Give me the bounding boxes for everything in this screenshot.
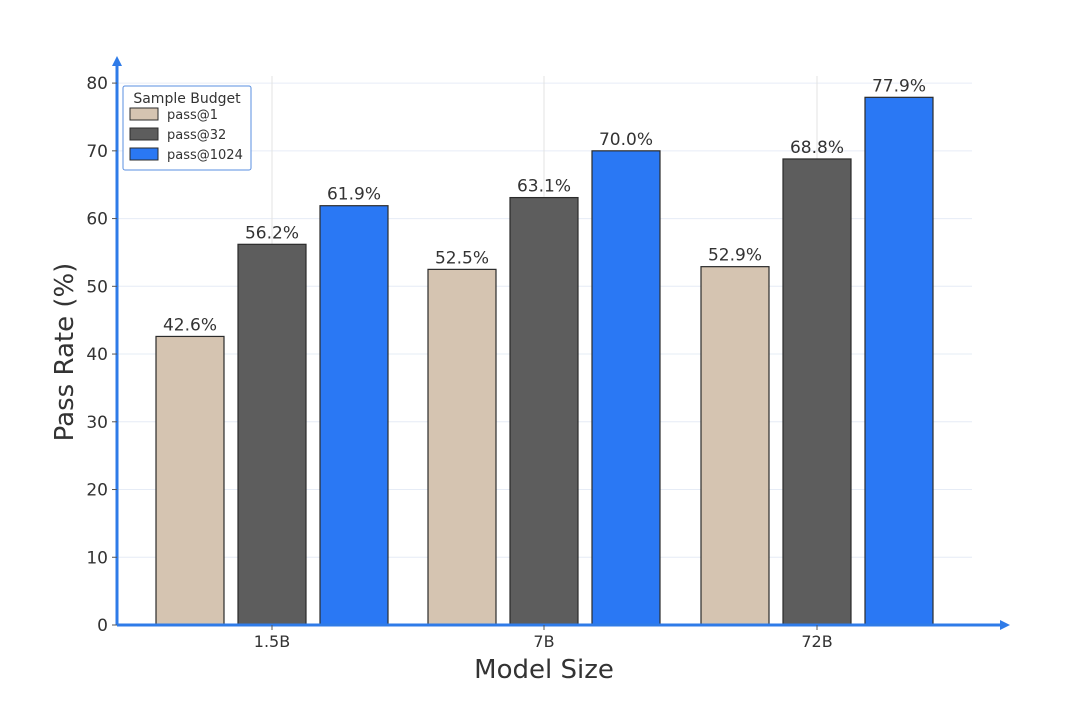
- x-tick-label: 1.5B: [254, 632, 290, 651]
- y-tick-label: 10: [86, 548, 108, 568]
- bar-value-label: 52.5%: [435, 248, 489, 268]
- y-tick-label: 60: [86, 210, 108, 230]
- bar-value-label: 42.6%: [163, 315, 217, 335]
- legend-swatch: [129, 147, 159, 161]
- bar-value-label: 77.9%: [872, 76, 926, 96]
- y-tick-label: 70: [86, 142, 108, 162]
- legend-swatch: [129, 107, 159, 121]
- x-axis-title: Model Size: [474, 655, 614, 685]
- bar-value-label: 63.1%: [517, 177, 571, 197]
- bar-pass-1-7b: [427, 268, 497, 626]
- bar-pass-1024-72b: [864, 96, 934, 626]
- bars: [155, 96, 934, 626]
- bar-value-label: 68.8%: [790, 138, 844, 158]
- y-tick-label: 40: [86, 345, 108, 365]
- y-axis-arrow: [112, 56, 122, 66]
- x-axis-arrow: [1000, 620, 1010, 630]
- y-tick-label: 50: [86, 277, 108, 297]
- bar-pass-32-72b: [782, 158, 852, 626]
- axes: 0 10 20 30 40 50 60 70 80 1.5B 7B 72B: [86, 56, 1010, 651]
- legend-label: pass@1: [167, 108, 218, 123]
- y-tick-label: 30: [86, 413, 108, 433]
- bar-pass-1-72b: [700, 266, 770, 626]
- y-tick-label: 20: [86, 481, 108, 501]
- bar-pass-1024-7b: [591, 150, 661, 626]
- bar-value-label: 56.2%: [245, 223, 299, 243]
- legend-label: pass@32: [167, 128, 226, 143]
- bar-pass-32-1-5b: [237, 243, 307, 626]
- bar-value-label: 61.9%: [327, 185, 381, 205]
- y-tick-label: 0: [97, 616, 108, 636]
- bar-value-label: 52.9%: [708, 246, 762, 266]
- legend: Sample Budget pass@1 pass@32 pass@1024: [122, 85, 252, 171]
- y-tick-label: 80: [86, 74, 108, 94]
- x-tick-label: 7B: [533, 632, 554, 651]
- bar-pass-32-7b: [509, 196, 579, 626]
- legend-swatch: [129, 127, 159, 141]
- bar-pass-1024-1-5b: [319, 205, 389, 626]
- y-axis-title: Pass Rate (%): [50, 263, 80, 442]
- data-labels: 42.6% 52.5% 52.9% 56.2% 63.1% 68.8% 61.9% 70.0%…: [163, 76, 926, 335]
- x-tick-label: 72B: [801, 632, 832, 651]
- legend-label: pass@1024: [167, 148, 243, 163]
- legend-title: Sample Budget: [133, 91, 241, 107]
- bar-value-label: 70.0%: [599, 130, 653, 150]
- bar-pass-1-1-5b: [155, 335, 225, 626]
- legend-items: pass@1 pass@32 pass@1024: [129, 107, 243, 163]
